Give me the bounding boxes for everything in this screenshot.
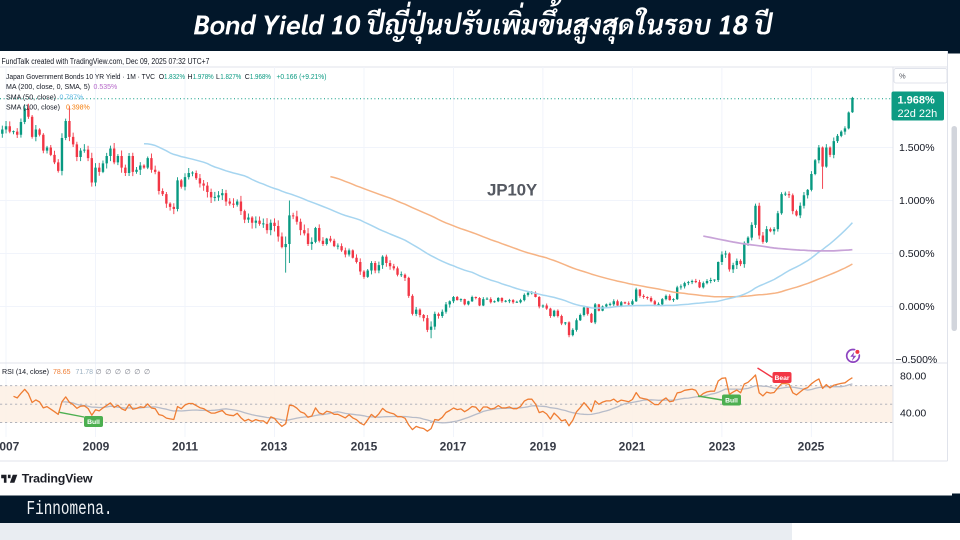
svg-text:+0.166 (+9.21%): +0.166 (+9.21%) [277, 74, 327, 81]
svg-text:%: % [899, 72, 906, 81]
svg-text:2007: 2007 [0, 440, 20, 454]
svg-text:∅∅∅∅∅∅: ∅∅∅∅∅∅ [96, 369, 154, 376]
svg-text:0.535%: 0.535% [94, 84, 118, 91]
svg-text:22d 22h: 22d 22h [898, 108, 938, 120]
svg-text:2025: 2025 [798, 440, 825, 454]
svg-text:0.500%: 0.500% [899, 248, 935, 260]
svg-text:78.65: 78.65 [53, 369, 71, 376]
svg-text:−0.500%: −0.500% [896, 354, 938, 366]
svg-text:L: L [216, 74, 220, 81]
svg-text:2023: 2023 [709, 440, 736, 454]
svg-text:FundTalk created with TradingV: FundTalk created with TradingView.com, D… [2, 57, 210, 66]
svg-text:2021: 2021 [619, 440, 646, 454]
svg-text:C: C [245, 74, 250, 81]
svg-text:Bull: Bull [87, 419, 100, 426]
svg-text:1.000%: 1.000% [899, 195, 935, 207]
svg-text:80.00: 80.00 [900, 371, 926, 383]
svg-text:2017: 2017 [440, 440, 467, 454]
svg-text:2011: 2011 [172, 440, 198, 454]
svg-text:2015: 2015 [351, 440, 378, 454]
svg-text:Finnomena.: Finnomena. [27, 498, 113, 520]
svg-text:MA (200, close, 0, SMA, 5): MA (200, close, 0, SMA, 5) [6, 84, 90, 91]
svg-text:0.787%: 0.787% [60, 94, 84, 101]
svg-text:1.827%: 1.827% [220, 74, 241, 81]
svg-text:JP10Y: JP10Y [487, 181, 538, 200]
svg-text:2019: 2019 [530, 440, 557, 454]
svg-text:1.968%: 1.968% [898, 95, 936, 107]
svg-text:H: H [188, 74, 193, 81]
svg-text:TradingView: TradingView [22, 472, 93, 486]
svg-text:1.978%: 1.978% [193, 74, 214, 81]
svg-text:1.832%: 1.832% [164, 74, 185, 81]
svg-text:71.78: 71.78 [76, 369, 94, 376]
svg-text:SMA (50, close): SMA (50, close) [6, 94, 56, 101]
svg-text:1.968%: 1.968% [250, 74, 271, 81]
svg-text:Japan Government Bonds 10 YR Y: Japan Government Bonds 10 YR Yield · 1M … [6, 74, 155, 81]
svg-text:O: O [159, 74, 165, 81]
svg-text:0.398%: 0.398% [66, 104, 90, 111]
svg-text:1.500%: 1.500% [899, 142, 935, 154]
svg-text:Bull: Bull [725, 398, 738, 405]
svg-text:2009: 2009 [83, 440, 110, 454]
svg-text:SMA (100, close): SMA (100, close) [6, 104, 60, 111]
svg-text:2013: 2013 [261, 440, 288, 454]
svg-text:Bear: Bear [774, 375, 789, 382]
svg-text:0.000%: 0.000% [899, 301, 935, 313]
svg-text:RSI (14, close): RSI (14, close) [2, 369, 49, 376]
svg-text:40.00: 40.00 [900, 407, 926, 419]
